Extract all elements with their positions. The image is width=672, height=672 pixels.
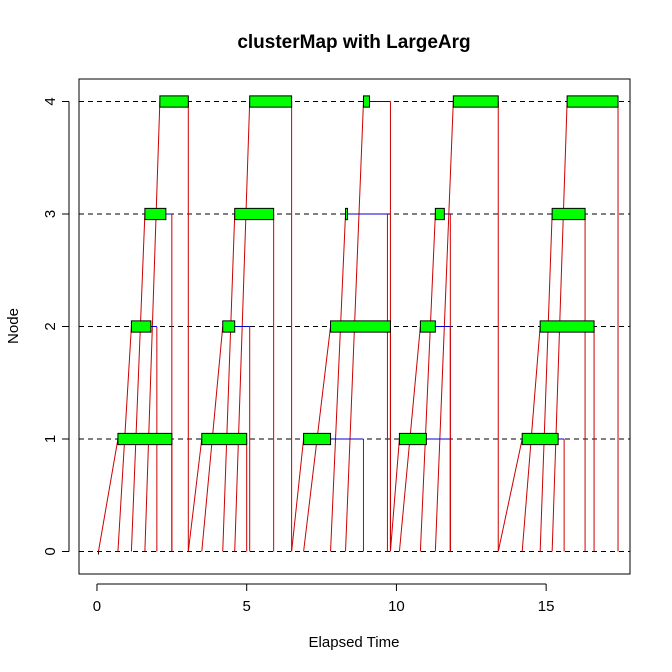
compute-bar-round-2-node-2 — [330, 320, 391, 333]
compute-bar-round-0-node-1 — [117, 432, 173, 446]
y-tick-label-0: 0 — [42, 547, 59, 555]
compute-bar-round-1-node-3 — [234, 207, 275, 221]
compute-bar-round-4-node-4 — [566, 95, 619, 108]
compute-bar-round-2-node-4 — [362, 95, 370, 108]
compute-bar-round-3-node-1 — [398, 432, 427, 446]
compute-bar-round-2-node-3 — [345, 207, 349, 221]
send-line-round-0-node-1 — [97, 438, 119, 552]
y-tick-label-2: 2 — [42, 322, 59, 330]
y-tick-label-3: 3 — [42, 210, 59, 218]
compute-bar-round-4-node-2 — [539, 320, 595, 333]
compute-bar-round-0-node-3 — [144, 207, 167, 221]
compute-bar-round-0-node-2 — [130, 320, 152, 333]
send-line-round-4-node-3 — [539, 213, 553, 552]
x-axis-title: Elapsed Time — [309, 634, 400, 651]
plot-frame — [78, 78, 631, 575]
compute-bar-round-3-node-3 — [434, 207, 445, 221]
send-line-round-1-node-3 — [222, 213, 236, 552]
send-line-round-0-node-3 — [130, 213, 146, 552]
y-axis-title: Node — [5, 308, 22, 344]
send-line-round-2-node-1 — [291, 438, 305, 552]
send-line-round-3-node-1 — [389, 438, 400, 552]
x-tick-label-10: 10 — [388, 598, 405, 615]
x-tick-label-15: 15 — [538, 598, 555, 615]
compute-bar-round-0-node-4 — [159, 95, 189, 108]
compute-bar-round-3-node-2 — [419, 320, 436, 333]
send-line-round-4-node-1 — [497, 438, 523, 552]
compute-bar-round-1-node-2 — [222, 320, 236, 333]
y-tick-label-4: 4 — [42, 97, 59, 105]
compute-bar-round-1-node-1 — [201, 432, 248, 446]
compute-bar-round-2-node-1 — [303, 432, 332, 446]
compute-bar-round-3-node-4 — [452, 95, 499, 108]
send-line-round-3-node-3 — [419, 213, 436, 552]
chart-title: clusterMap with LargeArg — [237, 32, 470, 53]
x-tick-label-0: 0 — [93, 598, 101, 615]
axes: 0 5 10 15 0 1 2 3 4 — [42, 78, 631, 615]
x-tick-label-5: 5 — [243, 598, 251, 615]
y-tick-label-1: 1 — [42, 435, 59, 443]
send-line-round-2-node-3 — [330, 213, 347, 552]
compute-bar-round-1-node-4 — [249, 95, 293, 108]
plot-area — [79, 95, 630, 555]
compute-bar-round-4-node-3 — [551, 207, 586, 221]
compute-bar-round-4-node-1 — [521, 432, 559, 446]
send-line-round-1-node-1 — [187, 438, 203, 552]
